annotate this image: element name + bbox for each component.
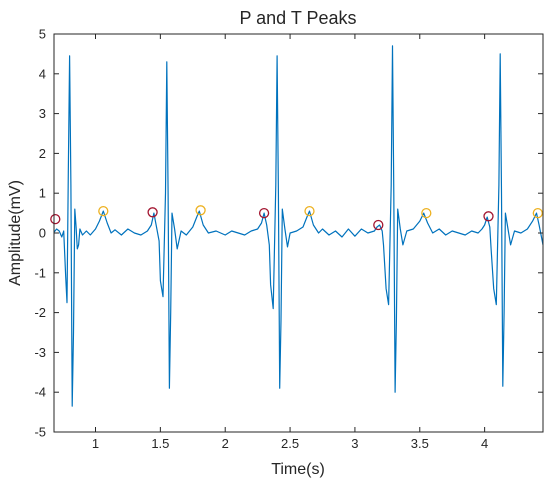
plot-background xyxy=(54,34,543,432)
y-tick-label: 5 xyxy=(39,27,46,42)
ecg-signal-line xyxy=(53,45,544,407)
x-tick-label: 3.5 xyxy=(411,436,429,451)
t-peak-marker xyxy=(304,205,315,217)
y-tick-label: -1 xyxy=(34,265,46,280)
x-tick-label: 2.5 xyxy=(281,436,299,451)
x-tick-label: 1 xyxy=(92,436,99,451)
x-tick-label: 4 xyxy=(481,436,488,451)
y-tick-label: -3 xyxy=(34,345,46,360)
x-tick-label: 2 xyxy=(222,436,229,451)
t-peak-marker xyxy=(532,207,543,219)
p-peak-marker xyxy=(50,213,61,225)
p-peak-marker xyxy=(373,219,384,231)
y-axis-title: Amplitude(mV) xyxy=(7,180,24,286)
y-tick-label: 4 xyxy=(39,66,46,81)
y-tick-label: 0 xyxy=(39,226,46,241)
x-tick-label: 3 xyxy=(351,436,358,451)
x-tick-label: 1.5 xyxy=(151,436,169,451)
y-tick-label: 1 xyxy=(39,186,46,201)
y-tick-label: -5 xyxy=(34,425,46,440)
y-tick-label: -2 xyxy=(34,305,46,320)
y-tick-label: -4 xyxy=(34,385,46,400)
chart-marks xyxy=(50,45,544,407)
p-peak-marker xyxy=(258,207,270,219)
x-axis: 1 1.5 2 2.5 3 3.5 4 xyxy=(92,34,488,451)
p-peak-marker xyxy=(147,207,158,218)
chart-title: P and T Peaks xyxy=(239,8,356,28)
y-axis: -5 -4 -3 -2 -1 0 1 2 3 4 5 xyxy=(34,27,543,440)
t-peak-marker xyxy=(421,207,432,219)
p-peak-marker xyxy=(483,211,494,222)
x-axis-title: Time(s) xyxy=(271,461,325,478)
y-tick-label: 2 xyxy=(39,146,46,161)
y-tick-label: 3 xyxy=(39,106,46,121)
t-peak-marker xyxy=(195,205,206,216)
t-peak-marker xyxy=(98,205,109,217)
